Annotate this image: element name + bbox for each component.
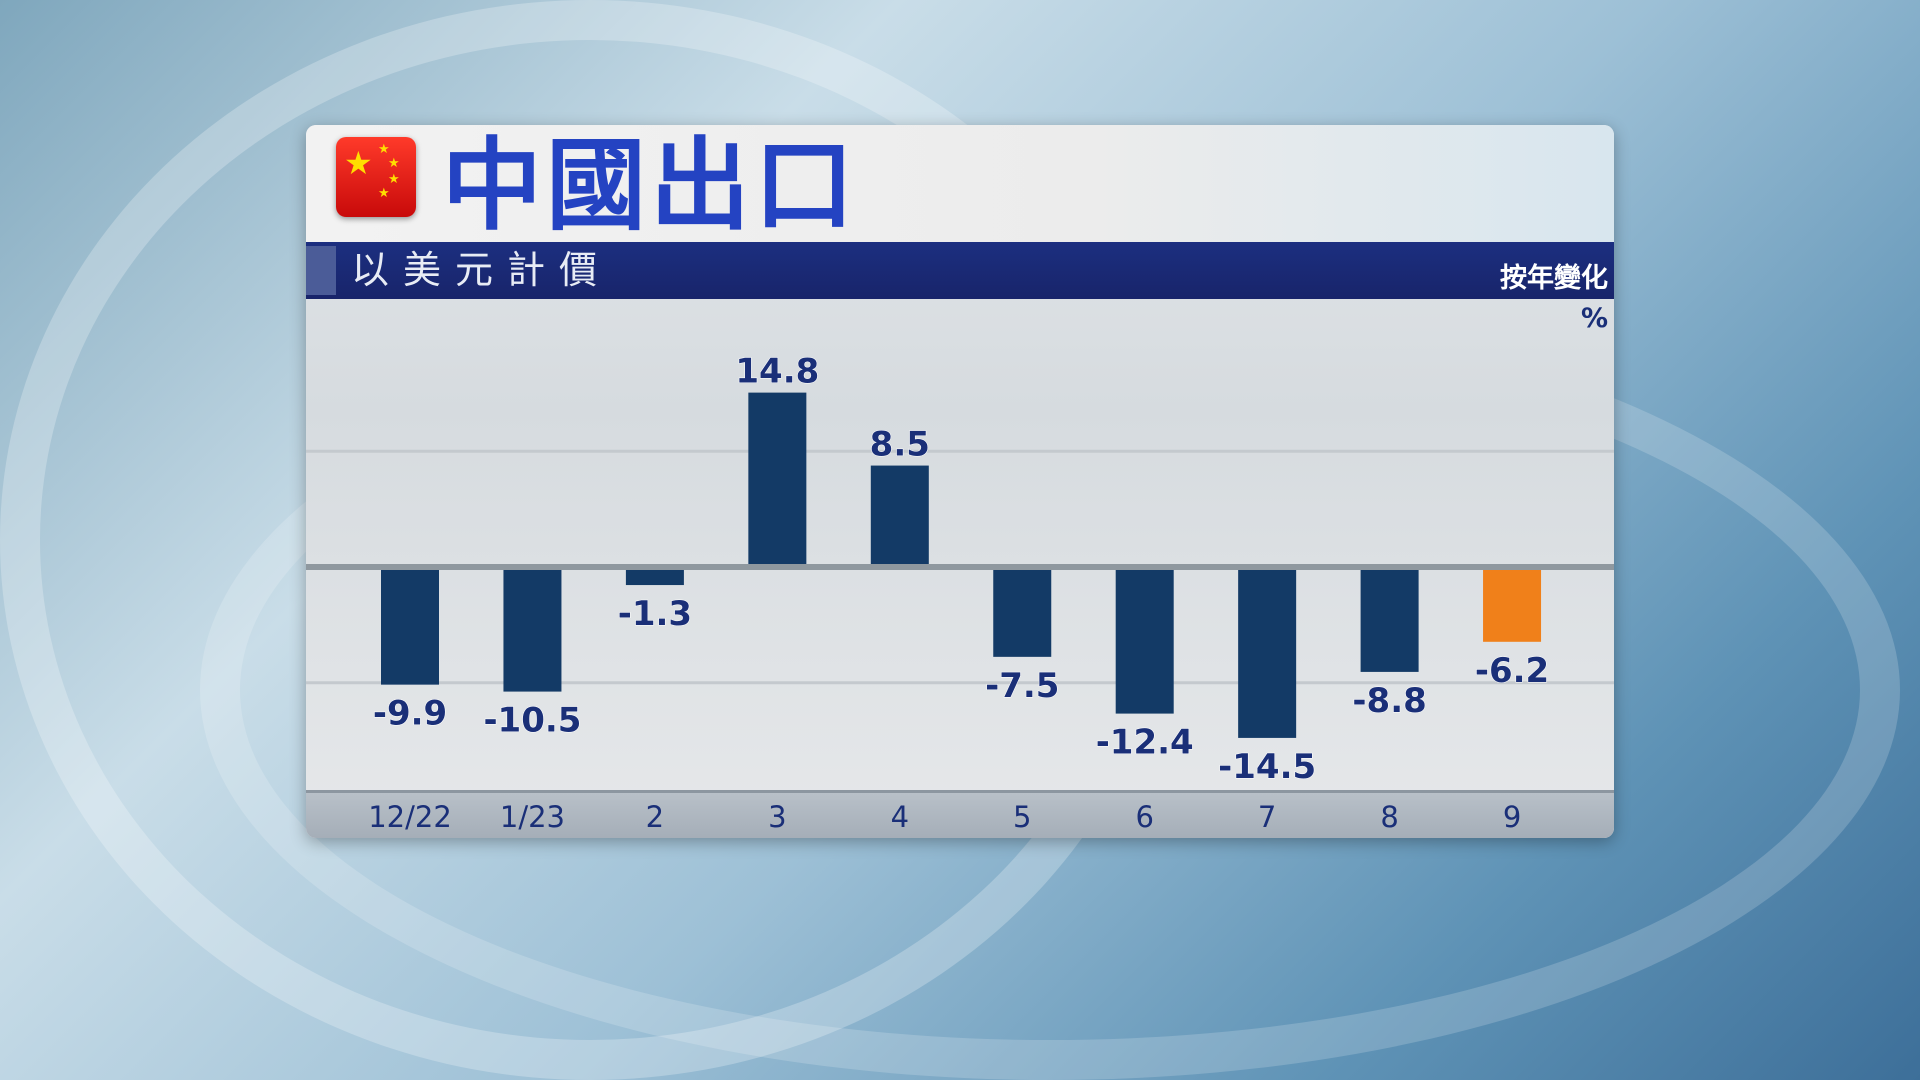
x-tick-label: 4 xyxy=(891,800,909,834)
data-label: -1.3 xyxy=(618,594,692,634)
x-tick-label: 3 xyxy=(768,800,786,834)
x-axis-band xyxy=(306,790,1614,838)
bar xyxy=(1483,570,1542,642)
x-tick-label: 5 xyxy=(1013,800,1031,834)
chart-panel: ★ ★ ★ ★ ★ 中國出口 以美元計價 按年變化 % -9.9 12/22 -10… xyxy=(306,125,1614,838)
bar xyxy=(503,570,562,692)
bar-chart: -9.9 12/22 -10.5 1/23 -1.3 2 14.8 3 8.5 4 -7.5 5 -12… xyxy=(306,351,1614,834)
chart-title: 中國出口 xyxy=(442,127,858,244)
bar xyxy=(748,392,807,564)
x-tick-label: 8 xyxy=(1380,800,1398,834)
bar xyxy=(1115,570,1174,714)
subtitle-band: 以美元計價 按年變化 xyxy=(306,242,1614,299)
data-label: -9.9 xyxy=(373,694,447,734)
bar xyxy=(1238,570,1297,738)
data-label: -12.4 xyxy=(1096,723,1194,763)
title-bar: ★ ★ ★ ★ ★ 中國出口 xyxy=(306,125,1614,242)
data-label: -14.5 xyxy=(1218,747,1316,787)
measure-label: 按年變化 xyxy=(1500,263,1608,294)
x-tick-label: 1/23 xyxy=(500,800,565,834)
data-label: -7.5 xyxy=(985,666,1059,706)
bar xyxy=(381,570,439,685)
data-label: -8.8 xyxy=(1352,681,1426,721)
chart-subtitle: 以美元計價 xyxy=(351,248,612,292)
china-flag-icon: ★ ★ ★ ★ ★ xyxy=(336,137,416,217)
data-label: -6.2 xyxy=(1475,651,1549,691)
bar xyxy=(625,570,684,586)
bar xyxy=(1360,570,1419,672)
x-tick-label: 2 xyxy=(646,800,664,834)
bar xyxy=(870,465,929,564)
x-tick-label: 6 xyxy=(1135,800,1153,834)
x-tick-label: 7 xyxy=(1258,800,1276,834)
unit-label: % xyxy=(1580,303,1608,334)
data-label: -10.5 xyxy=(483,701,581,741)
x-tick-label: 9 xyxy=(1503,800,1521,834)
x-tick-label: 12/22 xyxy=(368,800,452,834)
band-accent xyxy=(306,246,336,295)
data-label: 14.8 xyxy=(735,352,819,392)
bar xyxy=(993,570,1052,657)
data-label: 8.5 xyxy=(870,425,930,465)
